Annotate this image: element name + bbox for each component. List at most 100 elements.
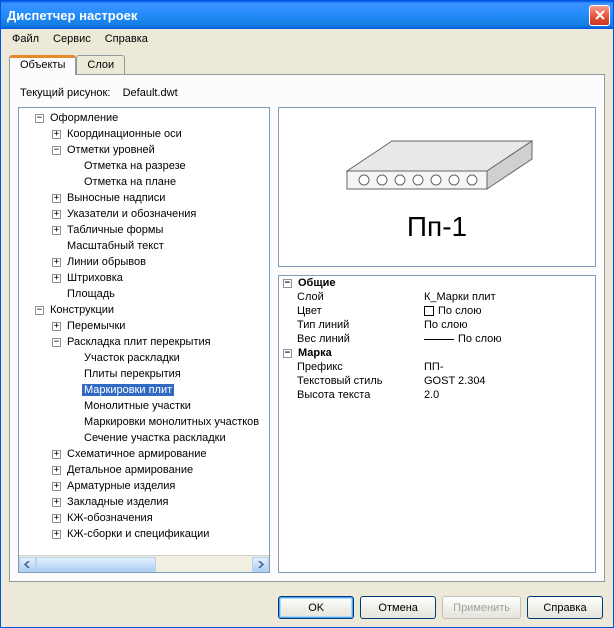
plus-icon[interactable]: + <box>52 530 61 539</box>
tree-item-label[interactable]: Масштабный текст <box>65 240 166 252</box>
scroll-right-button[interactable] <box>252 557 269 572</box>
tree-item-label[interactable]: Маркировки монолитных участков <box>82 416 261 428</box>
plus-icon[interactable]: + <box>52 514 61 523</box>
tree-item-label[interactable]: Линии обрывов <box>65 256 148 268</box>
help-button[interactable]: Справка <box>527 596 603 619</box>
tree[interactable]: −Оформление+Координационные оси−Отметки … <box>19 108 269 555</box>
titlebar[interactable]: Диспетчер настроек <box>1 1 613 29</box>
tree-item[interactable]: Маркировки плит <box>21 382 267 398</box>
minus-icon[interactable]: − <box>283 279 292 288</box>
close-button[interactable] <box>589 5 610 26</box>
tree-item-label[interactable]: Отметка на плане <box>82 176 178 188</box>
tree-item-label[interactable]: Маркировки плит <box>82 384 174 396</box>
tree-item-label[interactable]: Табличные формы <box>65 224 165 236</box>
prop-row-textheight[interactable]: Высота текста 2.0 <box>279 388 595 402</box>
prop-value[interactable]: По слою <box>424 333 595 345</box>
tree-item[interactable]: + Арматурные изделия <box>21 478 267 494</box>
plus-icon[interactable]: + <box>52 130 61 139</box>
scroll-track[interactable] <box>36 557 252 572</box>
plus-icon[interactable]: + <box>52 498 61 507</box>
plus-icon[interactable]: + <box>52 258 61 267</box>
tree-item[interactable]: + Закладные изделия <box>21 494 267 510</box>
tree-item[interactable]: + Схематичное армирование <box>21 446 267 462</box>
tree-item-label[interactable]: Площадь <box>65 288 117 300</box>
tree-item[interactable]: Сечение участка раскладки <box>21 430 267 446</box>
tree-item-label[interactable]: Арматурные изделия <box>65 480 177 492</box>
tree-item-label[interactable]: Монолитные участки <box>82 400 193 412</box>
tree-item[interactable]: Площадь <box>21 286 267 302</box>
minus-icon[interactable]: − <box>35 306 44 315</box>
tree-item-label[interactable]: Отметка на разрезе <box>82 160 188 172</box>
tree-item[interactable]: + Линии обрывов <box>21 254 267 270</box>
tree-item[interactable]: + Штриховка <box>21 270 267 286</box>
tree-item-label[interactable]: Закладные изделия <box>65 496 170 508</box>
prop-row-layer[interactable]: Слой К_Марки плит <box>279 290 595 304</box>
tree-item-label[interactable]: Участок раскладки <box>82 352 182 364</box>
tree-item-label[interactable]: Схематичное армирование <box>65 448 209 460</box>
tree-item[interactable]: Отметка на разрезе <box>21 158 267 174</box>
tree-item-label[interactable]: Конструкции <box>48 304 116 316</box>
tree-item-label[interactable]: КЖ-обозначения <box>65 512 155 524</box>
tree-item-label[interactable]: Плиты перекрытия <box>82 368 183 380</box>
scroll-left-button[interactable] <box>19 557 36 572</box>
tree-item[interactable]: Масштабный текст <box>21 238 267 254</box>
plus-icon[interactable]: + <box>52 226 61 235</box>
prop-row-prefix[interactable]: Префикс ПП- <box>279 360 595 374</box>
plus-icon[interactable]: + <box>52 466 61 475</box>
prop-group-general[interactable]: − Общие <box>279 276 595 290</box>
tree-item[interactable]: −Раскладка плит перекрытия <box>21 334 267 350</box>
plus-icon[interactable]: + <box>52 194 61 203</box>
tree-item[interactable]: + Выносные надписи <box>21 190 267 206</box>
tree-item-label[interactable]: Сечение участка раскладки <box>82 432 228 444</box>
tree-item[interactable]: + Указатели и обозначения <box>21 206 267 222</box>
cancel-button[interactable]: Отмена <box>360 596 436 619</box>
minus-icon[interactable]: − <box>35 114 44 123</box>
minus-icon[interactable]: − <box>283 349 292 358</box>
menu-service[interactable]: Сервис <box>46 31 98 47</box>
tree-item[interactable]: Отметка на плане <box>21 174 267 190</box>
plus-icon[interactable]: + <box>52 322 61 331</box>
tree-item[interactable]: + Табличные формы <box>21 222 267 238</box>
prop-row-lineweight[interactable]: Вес линий По слою <box>279 332 595 346</box>
tree-item[interactable]: + Детальное армирование <box>21 462 267 478</box>
tree-item[interactable]: Участок раскладки <box>21 350 267 366</box>
prop-value[interactable]: По слою <box>424 305 595 317</box>
tree-item-label[interactable]: Перемычки <box>65 320 127 332</box>
tree-item[interactable]: Маркировки монолитных участков <box>21 414 267 430</box>
tree-item-label[interactable]: КЖ-сборки и спецификации <box>65 528 211 540</box>
tree-item[interactable]: −Отметки уровней <box>21 142 267 158</box>
tree-item[interactable]: + КЖ-обозначения <box>21 510 267 526</box>
tree-item-label[interactable]: Оформление <box>48 112 120 124</box>
prop-row-color[interactable]: Цвет По слою <box>279 304 595 318</box>
tree-item[interactable]: Монолитные участки <box>21 398 267 414</box>
prop-value[interactable]: ПП- <box>424 361 595 373</box>
tree-item[interactable]: −Оформление <box>21 110 267 126</box>
prop-row-textstyle[interactable]: Текстовый стиль GOST 2.304 <box>279 374 595 388</box>
tree-item[interactable]: +Координационные оси <box>21 126 267 142</box>
tree-item[interactable]: Плиты перекрытия <box>21 366 267 382</box>
tree-item[interactable]: + КЖ-сборки и спецификации <box>21 526 267 542</box>
tab-objects[interactable]: Объекты <box>9 55 76 75</box>
tree-item-label[interactable]: Детальное армирование <box>65 464 195 476</box>
prop-row-linetype[interactable]: Тип линий По слою <box>279 318 595 332</box>
scroll-thumb[interactable] <box>36 557 156 572</box>
plus-icon[interactable]: + <box>52 450 61 459</box>
tree-item-label[interactable]: Указатели и обозначения <box>65 208 198 220</box>
menu-help[interactable]: Справка <box>98 31 155 47</box>
plus-icon[interactable]: + <box>52 274 61 283</box>
plus-icon[interactable]: + <box>52 210 61 219</box>
prop-value[interactable]: К_Марки плит <box>424 291 595 303</box>
tab-layers[interactable]: Слои <box>76 55 125 74</box>
tree-item[interactable]: + Перемычки <box>21 318 267 334</box>
tree-item-label[interactable]: Выносные надписи <box>65 192 167 204</box>
menu-file[interactable]: Файл <box>5 31 46 47</box>
prop-value[interactable]: По слою <box>424 319 595 331</box>
minus-icon[interactable]: − <box>52 338 61 347</box>
prop-group-mark[interactable]: − Марка <box>279 346 595 360</box>
tree-item-label[interactable]: Отметки уровней <box>65 144 157 156</box>
plus-icon[interactable]: + <box>52 482 61 491</box>
prop-value[interactable]: 2.0 <box>424 389 595 401</box>
prop-value[interactable]: GOST 2.304 <box>424 375 595 387</box>
tree-item-label[interactable]: Штриховка <box>65 272 125 284</box>
minus-icon[interactable]: − <box>52 146 61 155</box>
